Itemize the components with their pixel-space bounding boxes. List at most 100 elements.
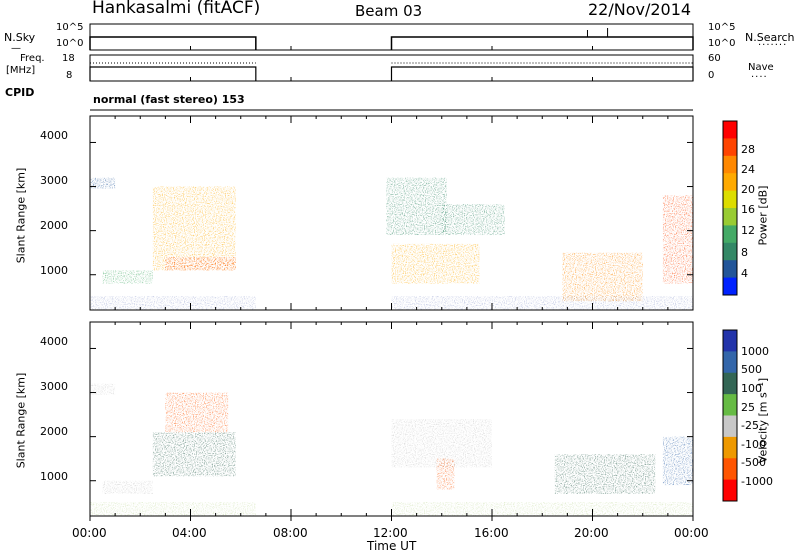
velocity-colorbar-swatch (723, 458, 737, 481)
power-colorbar-swatch (723, 121, 737, 139)
freq-trace (89, 66, 257, 81)
xtick-0800: 08:00 (273, 526, 308, 540)
program-name: normal (fast stereo) 153 (93, 93, 245, 106)
power-tick-20: 20 (741, 183, 755, 196)
power-tick-12: 12 (741, 224, 755, 237)
velocity-colorbar-swatch (723, 372, 737, 395)
power-colorbar-swatch (723, 208, 737, 226)
velocity-colorbar-swatch (723, 351, 737, 374)
p2-ytick-3000: 3000 (40, 380, 68, 393)
x-axis-title: Time UT (367, 539, 417, 553)
velocity-ground-noise-band (391, 502, 693, 516)
power-echo-region (562, 252, 643, 302)
power-echo-region (102, 270, 153, 284)
date-title: 22/Nov/2014 (588, 0, 692, 19)
velocity-echo-region (90, 383, 116, 395)
power-echo-region (391, 243, 480, 284)
vel-tick-neg25: -25 (741, 419, 759, 432)
power-tick-28: 28 (741, 143, 755, 156)
nsearch-tick-bottom: 10^0 (708, 38, 736, 49)
xtick-0000: 00:00 (72, 526, 107, 540)
power-colorbar-swatch (723, 277, 737, 296)
power-colorbar-swatch (723, 138, 737, 157)
vel-tick-neg1000: -1000 (741, 475, 773, 488)
nsky-tick-bottom: 10^0 (56, 38, 84, 49)
freq-tick-top: 18 (62, 53, 75, 64)
power-echo-region (386, 177, 447, 236)
station-title: Hankasalmi (fitACF) (92, 0, 261, 18)
p2-ytick-2000: 2000 (40, 425, 68, 438)
nsearch-tick-top: 10^5 (708, 22, 736, 33)
power-echo-region (90, 177, 116, 189)
colorbars (722, 120, 738, 502)
p1-ytick-1000: 1000 (40, 264, 68, 277)
power-colorbar-swatch (723, 190, 737, 209)
p1-ytick-4000: 4000 (40, 129, 68, 142)
power-tick-8: 8 (741, 246, 748, 259)
nsky-trace (390, 36, 694, 50)
freq-trace (390, 66, 694, 81)
cpid-label: CPID (5, 86, 35, 99)
velocity-echo-region (554, 454, 656, 494)
power-echo-region (441, 204, 505, 236)
nave-tick-bottom: 0 (708, 70, 715, 81)
nave-tick-top: 60 (708, 53, 721, 64)
velocity-echo-region (152, 432, 236, 477)
nsky-legend-line: — (11, 43, 21, 54)
power-heatmap (90, 177, 693, 310)
p2-ytick-4000: 4000 (40, 335, 68, 348)
power-tick-4: 4 (741, 267, 748, 280)
vel-tick-25: 25 (741, 401, 755, 414)
velocity-colorbar-swatch (723, 330, 737, 352)
xtick-2000: 20:00 (574, 526, 609, 540)
power-echo-region (662, 195, 693, 284)
power-colorbar-frame (722, 120, 738, 296)
xtick-1200: 12:00 (373, 526, 408, 540)
nsearch-legend-line: ······· (758, 40, 788, 51)
nsearch-label: N.Search (745, 31, 795, 44)
xtick-1600: 16:00 (474, 526, 509, 540)
p2-ytick-1000: 1000 (40, 470, 68, 483)
velocity-ground-noise-band (90, 502, 256, 516)
vel-tick-100: 100 (741, 382, 762, 395)
power-colorbar-swatch (723, 242, 737, 261)
velocity-colorbar-frame (722, 329, 738, 502)
nave-label: Nave (748, 62, 774, 73)
panel-frames (89, 23, 694, 521)
power-echo-region (152, 186, 236, 271)
velocity-colorbar-label: Velocity [m s⁻¹] (756, 377, 770, 464)
freq-label-1: Freq. (20, 53, 45, 64)
freq-label-2: [MHz] (6, 65, 36, 76)
nsky-label: N.Sky (4, 31, 36, 44)
xtick-2400: 00:00 (674, 526, 709, 540)
p2-ylabel: Slant Range [km] (14, 372, 28, 469)
power-ground-noise-band (90, 296, 256, 310)
velocity-echo-region (165, 392, 229, 433)
xtick-0400: 04:00 (172, 526, 207, 540)
power-colorbar-swatch (723, 155, 737, 174)
velocity-colorbar-swatch (723, 394, 737, 416)
power-colorbar-swatch (723, 173, 737, 192)
beam-title: Beam 03 (355, 2, 423, 20)
power-tick-16: 16 (741, 203, 755, 216)
power-tick-24: 24 (741, 163, 755, 176)
nave-legend-line: ···· (751, 72, 768, 83)
vel-tick-1000: 1000 (741, 345, 769, 358)
vel-tick-neg500: -500 (741, 456, 766, 469)
power-colorbar-label: Power [dB] (756, 185, 770, 246)
velocity-echo-region (102, 480, 153, 494)
velocity-heatmap (90, 383, 693, 516)
power-echo-region (165, 257, 236, 271)
velocity-echo-region (662, 436, 693, 486)
nsky-tick-top: 10^5 (56, 22, 84, 33)
vel-tick-500: 500 (741, 363, 762, 376)
power-colorbar-swatch (723, 260, 737, 279)
velocity-echo-region (436, 458, 455, 490)
nsky-trace (89, 36, 257, 50)
velocity-colorbar-swatch (723, 436, 737, 459)
power-colorbar-swatch (723, 225, 737, 244)
p1-ytick-3000: 3000 (40, 174, 68, 187)
p1-ylabel: Slant Range [km] (14, 167, 28, 264)
